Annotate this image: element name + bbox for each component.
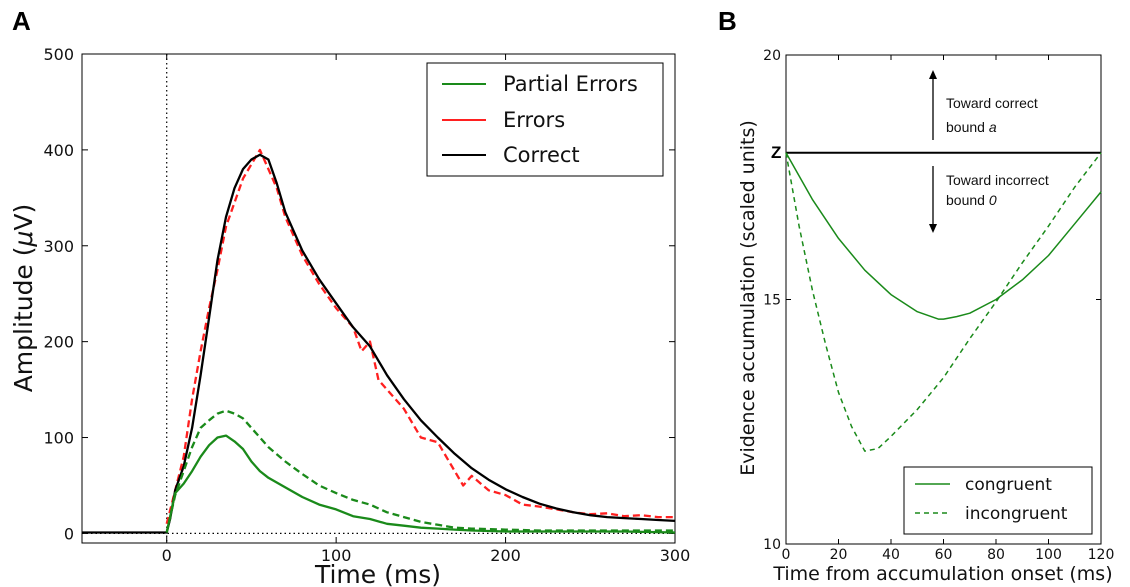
legend-label-errors: Errors (503, 108, 565, 132)
x-tick-label-b: 40 (882, 547, 900, 563)
y-tick-label-b: 15 (763, 293, 781, 309)
panel-b-label: B (718, 6, 737, 36)
x-tick-label-b: 80 (987, 547, 1005, 563)
x-tick-label-b: 60 (935, 547, 953, 563)
x-tick-label-a: 200 (490, 546, 521, 565)
z-label: Z (771, 143, 781, 162)
legend-b-box (903, 466, 1093, 535)
x-axis-label-b: Time from accumulation onset (ms) (772, 563, 1112, 585)
y-tick-label-a: 0 (64, 524, 74, 543)
annotation-up-line2: bound a (946, 119, 997, 135)
x-tick-label-b: 120 (1088, 547, 1115, 563)
x-tick-label-a: 100 (321, 546, 352, 565)
panel-a-label: A (12, 6, 31, 36)
legend-b: congruent incongruent (903, 466, 1093, 535)
x-tick-label-b: 20 (830, 547, 848, 563)
legend-label-correct: Correct (503, 143, 580, 167)
series-line-correct (82, 153, 676, 534)
x-axis-label-a: Time (ms) (314, 560, 441, 587)
y-axis-label-a: Amplitude (μV) (9, 204, 38, 393)
legend-label-partial-errors: Partial Errors (503, 72, 638, 96)
arrow-up-icon (929, 70, 937, 79)
y-tick-label-a: 100 (43, 429, 74, 448)
series-line-partial-errors-incongruent (165, 409, 675, 533)
legend-label-congruent: congruent (965, 475, 1052, 495)
panel-a: A 0 100 200 300 0 100 200 300 400 500 Time (ms) A… (9, 6, 690, 587)
series-line-incongruent (785, 152, 1102, 452)
y-tick-label-a: 500 (43, 45, 74, 64)
y-tick-label-b: 20 (763, 48, 781, 64)
x-tick-label-b: 100 (1035, 547, 1062, 563)
series-line-congruent (785, 152, 1102, 320)
legend-label-incongruent: incongruent (965, 504, 1068, 524)
x-tick-label-a: 300 (660, 546, 691, 565)
arrow-down-icon (929, 224, 937, 233)
panel-b: B 0 20 40 60 80 100 120 10 15 20 Time from accumu… (718, 6, 1114, 585)
y-tick-label-a: 300 (43, 237, 74, 256)
x-tick-label-b: 0 (782, 547, 791, 563)
series-line-errors (165, 148, 675, 525)
series-line-partial-errors-congruent (165, 434, 676, 534)
y-tick-label-b: 10 (763, 537, 781, 553)
legend-a: Partial Errors Errors Correct (426, 62, 664, 177)
y-tick-label-a: 400 (43, 141, 74, 160)
y-tick-label-a: 200 (43, 333, 74, 352)
annotation-up-line1: Toward correct (946, 95, 1038, 111)
x-tick-label-a: 0 (162, 546, 172, 565)
annotation-down-line2: bound 0 (946, 192, 997, 208)
y-axis-label-b: Evidence accumulation (scaled units) (737, 120, 759, 476)
plot-a-frame (81, 53, 676, 544)
annotation-down-line1: Toward incorrect (946, 172, 1049, 188)
